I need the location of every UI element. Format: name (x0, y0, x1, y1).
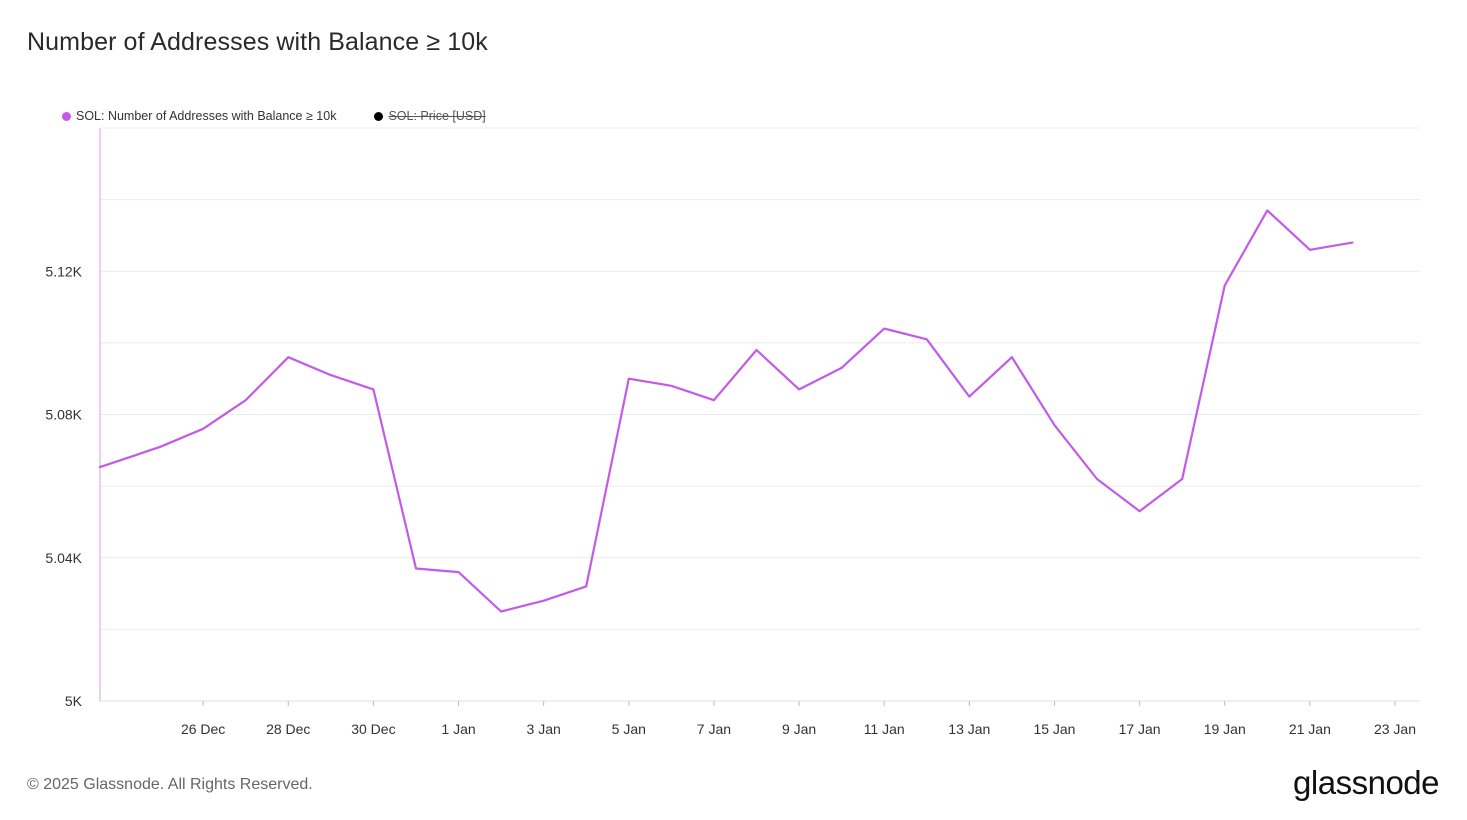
series-line-addresses (98, 209, 1354, 613)
x-tick-label: 17 Jan (1119, 721, 1161, 737)
x-tick-label: 28 Dec (266, 721, 310, 737)
x-tick-label: 26 Dec (181, 721, 225, 737)
x-tick-label: 19 Jan (1204, 721, 1246, 737)
copyright-footer: © 2025 Glassnode. All Rights Reserved. (27, 776, 313, 793)
y-tick-label: 5K (65, 693, 83, 709)
chart-legend: SOL: Number of Addresses with Balance ≥ … (62, 107, 524, 125)
y-tick-label: 5.08K (45, 407, 82, 423)
legend-label: SOL: Number of Addresses with Balance ≥ … (76, 109, 337, 123)
y-tick-label: 5.12K (45, 263, 82, 279)
y-tick-label: 5.04K (45, 550, 82, 566)
x-tick-label: 9 Jan (782, 721, 816, 737)
chart-title: Number of Addresses with Balance ≥ 10k (27, 28, 488, 56)
x-tick-label: 15 Jan (1033, 721, 1075, 737)
legend-item-price[interactable]: SOL: Price [USD] (374, 109, 486, 123)
legend-label: SOL: Price [USD] (388, 109, 486, 123)
x-tick-label: 23 Jan (1374, 721, 1416, 737)
legend-dot-icon (62, 111, 71, 121)
x-tick-label: 5 Jan (612, 721, 646, 737)
x-tick-label: 3 Jan (527, 721, 561, 737)
x-tick-label: 13 Jan (948, 721, 990, 737)
x-tick-label: 21 Jan (1289, 721, 1331, 737)
x-tick-label: 1 Jan (441, 721, 475, 737)
glassnode-logo: glassnode (1293, 764, 1439, 801)
x-tick-label: 11 Jan (864, 721, 905, 737)
legend-dot-icon (374, 111, 384, 121)
legend-item-addresses[interactable]: SOL: Number of Addresses with Balance ≥ … (62, 109, 336, 123)
x-tick-label: 30 Dec (351, 721, 395, 737)
x-tick-label: 7 Jan (697, 721, 731, 737)
